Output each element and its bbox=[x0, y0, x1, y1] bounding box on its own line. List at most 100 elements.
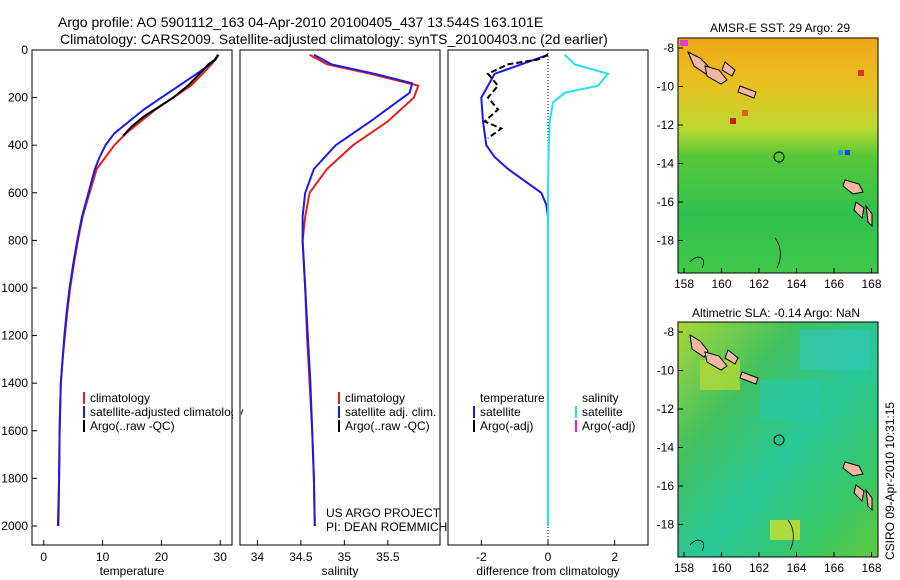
lat-tick-label: -18 bbox=[657, 234, 675, 248]
lon-tick-label: 160 bbox=[711, 277, 731, 291]
legend-temperature-title: temperature bbox=[480, 391, 545, 405]
x-tick-label: 30 bbox=[214, 550, 228, 564]
y-tick-label: 2000 bbox=[1, 519, 28, 533]
legend-climatology: climatology bbox=[345, 391, 405, 405]
salinity-series bbox=[301, 53, 420, 527]
x-tick-label: 35.5 bbox=[376, 550, 400, 564]
y-tick-label: 600 bbox=[8, 186, 28, 200]
y-tick-label: 1600 bbox=[1, 424, 28, 438]
lat-tick-label: -12 bbox=[657, 118, 675, 132]
legend-sal-satellite: satellite bbox=[582, 405, 623, 419]
header-title-line1: Argo profile: AO 5901112_163 04-Apr-2010… bbox=[58, 14, 543, 30]
lon-tick-label: 160 bbox=[711, 561, 731, 575]
pi-label: PI: DEAN ROEMMICH bbox=[326, 520, 447, 534]
x-tick-label: 0 bbox=[545, 550, 552, 564]
temperature-legend: climatology satellite-adjusted climatolo… bbox=[83, 391, 243, 433]
series-line bbox=[480, 53, 549, 526]
series-line bbox=[301, 53, 414, 527]
salinity-tick-labels: 34 34.5 35 35.5 bbox=[251, 540, 400, 564]
island-shape bbox=[704, 351, 728, 371]
island-shape bbox=[737, 85, 757, 99]
y-tick-label: 400 bbox=[8, 138, 28, 152]
y-tick-label: 1400 bbox=[1, 376, 28, 390]
island-shape bbox=[842, 461, 864, 477]
lat-tick-label: -10 bbox=[657, 364, 675, 378]
island-shape bbox=[853, 201, 865, 220]
x-tick-label: 34 bbox=[251, 550, 265, 564]
difference-panel: -2 0 2 difference from climatology tempera… bbox=[447, 49, 649, 578]
y-tick-label: 1200 bbox=[1, 329, 28, 343]
legend-temp-argo: Argo(-adj) bbox=[480, 419, 533, 433]
credit-label: CSIRO 09-Apr-2010 10:31:15 bbox=[883, 402, 897, 560]
legend-argo: Argo(..raw -QC) bbox=[90, 419, 175, 433]
lon-tick-label: 158 bbox=[674, 277, 694, 291]
lat-tick-label: -16 bbox=[657, 479, 675, 493]
x-tick-label: 2 bbox=[611, 550, 618, 564]
difference-xlabel: difference from climatology bbox=[476, 564, 619, 578]
series-line bbox=[56, 54, 219, 527]
salinity-panel: 34 34.5 35 35.5 salinity climatology satell… bbox=[239, 49, 447, 578]
y-tick-label: 200 bbox=[8, 91, 28, 105]
salinity-legend: climatology satellite adj. clim. Argo(..… bbox=[338, 391, 436, 433]
island-shape bbox=[721, 61, 736, 77]
sst-map: AMSR-E SST: 29 Argo: 29 -8 -10 -12 -14 -16 -1… bbox=[657, 21, 882, 291]
temperature-series bbox=[56, 54, 220, 527]
legend-satellite: satellite-adjusted climatology bbox=[90, 405, 243, 419]
difference-tick-labels: -2 0 2 bbox=[476, 540, 618, 564]
sst-lat-ticks: -8 -10 -12 -14 -16 -18 bbox=[657, 41, 683, 248]
island-shape bbox=[704, 65, 728, 85]
salinity-xlabel: salinity bbox=[322, 564, 359, 578]
y-tick-label: 800 bbox=[8, 233, 28, 247]
sla-map-title: Altimetric SLA: -0.14 Argo: NaN bbox=[692, 306, 860, 320]
legend-sal-argo: Argo(-adj) bbox=[582, 419, 635, 433]
island-shape bbox=[853, 484, 865, 503]
x-tick-label: 35 bbox=[338, 550, 352, 564]
legend-climatology: climatology bbox=[90, 391, 150, 405]
sla-lon-ticks: 158 160 162 164 166 168 bbox=[674, 552, 882, 575]
lon-tick-label: 166 bbox=[824, 277, 844, 291]
header-title-line2: Climatology: CARS2009. Satellite-adjuste… bbox=[60, 31, 608, 47]
x-tick-label: 10 bbox=[96, 550, 110, 564]
lat-tick-label: -18 bbox=[657, 518, 675, 532]
series-line bbox=[57, 54, 219, 527]
lon-tick-label: 168 bbox=[861, 561, 881, 575]
temperature-xlabel: temperature bbox=[100, 564, 165, 578]
depth-tick-labels: 0 200 400 600 800 1000 1200 1400 1600 1800 2000 bbox=[1, 43, 37, 533]
lat-tick-label: -14 bbox=[657, 441, 675, 455]
sla-map: Altimetric SLA: -0.14 Argo: NaN -8 -10 -12… bbox=[657, 306, 882, 575]
sst-lon-ticks: 158 160 162 164 166 168 bbox=[674, 268, 882, 291]
island-shape bbox=[865, 204, 873, 228]
temperature-panel: 0 200 400 600 800 1000 1200 1400 1600 1800 2000 0 1… bbox=[1, 43, 243, 578]
lon-tick-label: 164 bbox=[786, 561, 806, 575]
lon-tick-label: 162 bbox=[749, 277, 769, 291]
legend-satellite: satellite adj. clim. bbox=[345, 405, 436, 419]
lon-tick-label: 166 bbox=[824, 561, 844, 575]
argo-location-marker bbox=[773, 434, 785, 446]
difference-legend: temperature satellite Argo(-adj) salinit… bbox=[473, 391, 635, 433]
x-tick-label: 0 bbox=[40, 550, 47, 564]
y-tick-label: 0 bbox=[21, 43, 28, 57]
legend-argo: Argo(..raw -QC) bbox=[345, 419, 430, 433]
y-tick-label: 1800 bbox=[1, 471, 28, 485]
temperature-tick-labels: 0 10 20 30 bbox=[40, 540, 227, 564]
y-tick-label: 1000 bbox=[1, 281, 28, 295]
series-line bbox=[122, 54, 220, 137]
lat-tick-label: -8 bbox=[663, 325, 674, 339]
difference-series bbox=[480, 53, 610, 526]
lat-tick-label: -16 bbox=[657, 195, 675, 209]
lat-tick-label: -12 bbox=[657, 402, 675, 416]
island-shape bbox=[865, 488, 873, 512]
lon-tick-label: 168 bbox=[861, 277, 881, 291]
series-line bbox=[482, 53, 549, 139]
island-shape bbox=[842, 179, 864, 195]
x-tick-label: 20 bbox=[155, 550, 169, 564]
lat-tick-label: -8 bbox=[663, 41, 674, 55]
lon-tick-label: 158 bbox=[674, 561, 694, 575]
project-label: US ARGO PROJECT bbox=[326, 506, 441, 520]
argo-location-marker bbox=[773, 151, 785, 163]
x-tick-label: 34.5 bbox=[289, 550, 313, 564]
lat-tick-label: -10 bbox=[657, 80, 675, 94]
x-tick-label: -2 bbox=[476, 550, 487, 564]
legend-salinity-title: salinity bbox=[582, 391, 619, 405]
